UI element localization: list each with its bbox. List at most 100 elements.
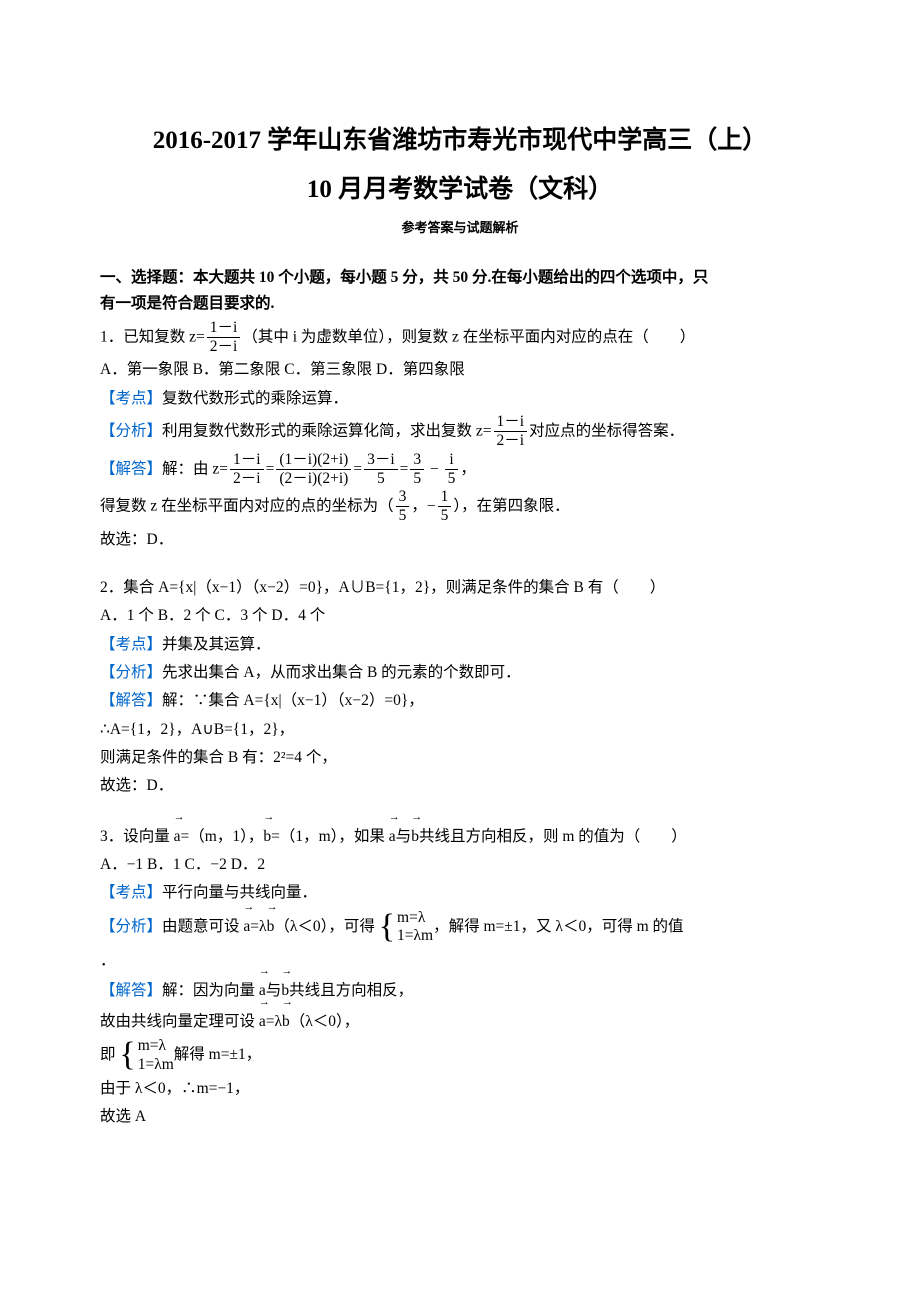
q3-jd-system: { m=λ 1=λm	[119, 1037, 173, 1074]
q1-mid-n: (1－i)(2+i)	[276, 452, 351, 470]
q3-jd-3: 即 { m=λ 1=λm 解得 m=±1，	[100, 1037, 820, 1074]
q1-r1: 3－i5	[364, 452, 398, 488]
q3-jd-1: 【解答】解：因为向量 a与b共线且方向相反，	[100, 976, 820, 1004]
q3-pre: 3．设向量	[100, 828, 174, 845]
q3-jd-2: 故由共线向量定理可设 a=λb（λ＜0），	[100, 1007, 820, 1035]
q3-answer: 故选 A	[100, 1104, 820, 1130]
section-1-heading: 一、选择题：本大题共 10 个小题，每小题 5 分，共 50 分.在每小题给出的…	[100, 265, 820, 318]
q3-fx-system: { m=λ 1=λm	[379, 909, 433, 946]
q1-r2: 35	[410, 452, 424, 488]
q2-options: A．1 个 B．2 个 C．3 个 D．4 个	[100, 603, 820, 629]
q3-jd-sys-r2: 1=λm	[138, 1056, 174, 1075]
q3-options: A．−1 B．1 C．−2 D．2	[100, 852, 820, 878]
q2-jd-2: ∴A={1，2}，A∪B={1，2}，	[100, 717, 820, 743]
left-brace-icon: {	[119, 1040, 135, 1071]
q3-jd2-post: （λ＜0），	[290, 1013, 360, 1030]
q3-jd1-post: 共线且方向相反，	[289, 982, 413, 999]
q2-fx: 【分析】先求出集合 A，从而求出集合 B 的元素的个数即可．	[100, 660, 820, 686]
q1-r1-n: 3－i	[364, 452, 398, 470]
q2-stem: 2．集合 A={x|（x−1）（x−2）=0}，A∪B={1，2}，则满足条件的…	[100, 575, 820, 601]
q3-post: 共线且方向相反，则 m 的值为（ ）	[419, 828, 687, 845]
q2-jd-1: 【解答】解：∵集合 A={x|（x−1）（x−2）=0}，	[100, 688, 820, 714]
q1-fx-den: 2－i	[494, 432, 528, 449]
fx-label: 【分析】	[100, 664, 162, 681]
q1-r3-d: 5	[445, 470, 459, 487]
q1-fx: 【分析】利用复数代数形式的乘除运算化简，求出复数 z=1－i2－i对应点的坐标得…	[100, 414, 820, 450]
q2-jd-3: 则满足条件的集合 B 有：2²=4 个，	[100, 745, 820, 771]
q1-eq1: =	[266, 460, 275, 477]
kd-label: 【考点】	[100, 636, 162, 653]
q1-r3-n: i	[445, 452, 459, 470]
page: 2016-2017 学年山东省潍坊市寿光市现代中学高三（上） 10 月月考数学试…	[0, 0, 920, 1302]
q1-r2-d: 5	[410, 470, 424, 487]
q1-jd: 【解答】解：由 z=1－i2－i=(1－i)(2+i)(2－i)(2+i)=3－…	[100, 452, 820, 488]
q3-sys-r1: m=λ	[397, 909, 433, 928]
title-line-2: 10 月月考数学试卷（文科）	[100, 169, 820, 212]
q3-mid1: =（m，1），	[181, 828, 264, 845]
q3-sys-r2: 1=λm	[397, 927, 433, 946]
q1-cx: 35	[396, 489, 410, 525]
q3-stem: 3．设向量 a=（m，1），b=（1，m），如果 a与b共线且方向相反，则 m …	[100, 822, 820, 850]
kd-label: 【考点】	[100, 884, 162, 901]
q3-jd-4: 由于 λ＜0，∴m=−1，	[100, 1076, 820, 1102]
q1-jd-pre: 解：由	[162, 460, 212, 477]
q1-frac: 1－i2－i	[207, 320, 241, 356]
title-line-1: 2016-2017 学年山东省潍坊市寿光市现代中学高三（上）	[100, 120, 820, 163]
q1-eq2: =	[353, 460, 362, 477]
q1-cy: 15	[438, 489, 452, 525]
q3-jd1-pre: 解：因为向量	[162, 982, 259, 999]
q1-z: z=	[189, 328, 205, 345]
q1-kd-text: 复数代数形式的乘除运算．	[162, 390, 348, 407]
q3-fx-eq: =λ	[250, 918, 266, 935]
q3-kd-text: 平行向量与共线向量．	[162, 884, 317, 901]
q1-kd: 【考点】复数代数形式的乘除运算．	[100, 386, 820, 412]
q2-answer: 故选：D．	[100, 773, 820, 799]
q3-jd-sys-r1: m=λ	[138, 1037, 174, 1056]
q1-cy-d: 5	[438, 507, 452, 524]
q1-mid: (1－i)(2+i)(2－i)(2+i)	[276, 452, 351, 488]
q3-fx-dot: ．	[100, 948, 820, 974]
q2-kd: 【考点】并集及其运算．	[100, 632, 820, 658]
q1-r2-n: 3	[410, 452, 424, 470]
q1-coord-pre: 得复数 z 在坐标平面内对应的点的坐标为（	[100, 497, 394, 514]
vec-b-icon: b	[263, 822, 271, 850]
q3-fx-pre: 由题意可设	[162, 918, 243, 935]
vec-b-icon: b	[411, 822, 419, 850]
q1-frac-den: 2－i	[207, 338, 241, 355]
q1-fx-num: 1－i	[494, 414, 528, 432]
q3-jd-rows: m=λ 1=λm	[138, 1037, 174, 1074]
q3-jd2-eq: =λ	[266, 1013, 282, 1030]
jd-label: 【解答】	[100, 460, 162, 477]
q1-mid-d: (2－i)(2+i)	[276, 470, 351, 487]
section-1-heading-a: 一、选择题：本大题共 10 个小题，每小题 5 分，共 50 分.在每小题给出的…	[100, 269, 708, 286]
q1-coord: 得复数 z 在坐标平面内对应的点的坐标为（35，−15），在第四象限．	[100, 489, 820, 525]
q1-prefix: 1．已知复数	[100, 328, 189, 345]
vec-a-icon: a	[174, 822, 181, 850]
fx-label: 【分析】	[100, 422, 162, 439]
vec-a-icon: a	[259, 1007, 266, 1035]
q1-cx-d: 5	[396, 507, 410, 524]
q3-jd3-pre: 即	[100, 1046, 116, 1063]
vec-b-icon: b	[282, 1007, 290, 1035]
jd-label: 【解答】	[100, 982, 162, 999]
q1-r3: i5	[445, 452, 459, 488]
q1-coord-mid: ，−	[411, 497, 435, 514]
q1-coord-post: ），在第四象限．	[453, 497, 569, 514]
left-brace-icon: {	[379, 912, 395, 943]
q2-kd-text: 并集及其运算．	[162, 636, 271, 653]
q3-fx: 【分析】由题意可设 a=λb（λ＜0），可得 { m=λ 1=λm ，解得 m=…	[100, 909, 820, 946]
q3-fx-rows: m=λ 1=λm	[397, 909, 433, 946]
subtitle: 参考答案与试题解析	[100, 217, 820, 239]
q3-mid2: =（1，m），如果	[271, 828, 389, 845]
q3-fx-lambda: （λ＜0），可得	[274, 918, 375, 935]
q1-cy-n: 1	[438, 489, 452, 507]
vec-a-icon: a	[243, 912, 250, 940]
vec-b-icon: b	[267, 912, 275, 940]
q1-lhs-n: 1－i	[230, 452, 264, 470]
q1-cx-n: 3	[396, 489, 410, 507]
q1-options: A．第一象限 B．第二象限 C．第三象限 D．第四象限	[100, 357, 820, 383]
section-1-heading-b: 有一项是符合题目要求的.	[100, 295, 274, 312]
q1-suffix: （其中 i 为虚数单位），则复数 z 在坐标平面内对应的点在（ ）	[242, 328, 695, 345]
q3-fx-post: ，解得 m=±1，又 λ＜0，可得 m 的值	[433, 918, 683, 935]
q1-stem: 1．已知复数 z=1－i2－i（其中 i 为虚数单位），则复数 z 在坐标平面内…	[100, 320, 820, 356]
